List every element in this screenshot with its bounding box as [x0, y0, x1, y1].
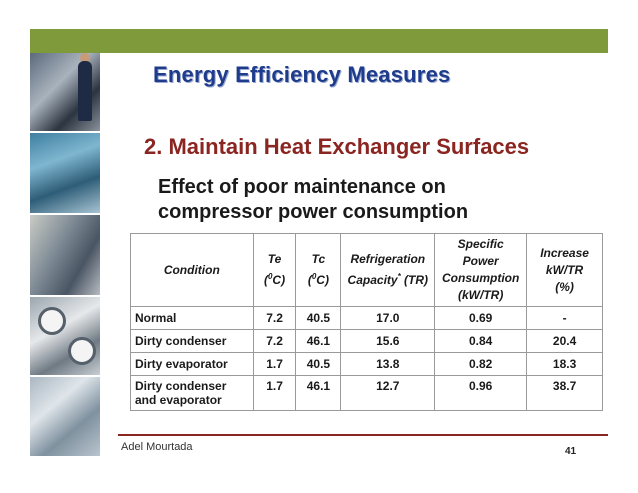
footer-author: Adel Mourtada — [121, 441, 193, 453]
gauge-icon — [68, 337, 96, 365]
heading-line: Effect of poor maintenance on — [158, 176, 446, 198]
cell-te: 7.2 — [252, 306, 297, 330]
cell-capacity: 12.7 — [340, 375, 436, 411]
person-figure-body — [78, 61, 92, 121]
cell-capacity: 17.0 — [340, 306, 436, 330]
top-accent-bar — [30, 29, 608, 53]
cell-tc: 46.1 — [295, 375, 342, 411]
photo-control-panel — [30, 215, 100, 297]
cell-condition: Dirty condenser — [130, 329, 254, 353]
header-te: Te (0C) — [252, 233, 297, 307]
header-refrigeration-capacity: Refrigeration Capacity* (TR) — [340, 233, 436, 307]
cell-capacity: 13.8 — [340, 352, 436, 376]
cell-tc: 40.5 — [295, 306, 342, 330]
header-condition: Condition — [130, 233, 254, 307]
page-number: 41 — [565, 446, 577, 457]
cell-increase: - — [526, 306, 603, 330]
cell-spc: 0.82 — [434, 352, 528, 376]
table-row: Dirty condenser 7.2 46.1 15.6 0.84 20.4 — [130, 329, 603, 353]
cell-te: 1.7 — [252, 375, 297, 411]
photo-compressors — [30, 133, 100, 215]
slide-title: Energy Efficiency Measures — [153, 62, 451, 87]
table-row: Dirty evaporator 1.7 40.5 13.8 0.82 18.3 — [130, 352, 603, 376]
section-heading: Effect of poor maintenance on compressor… — [158, 175, 538, 225]
cell-increase: 38.7 — [526, 375, 603, 411]
table-row: Dirty condenser and evaporator 1.7 46.1 … — [130, 375, 603, 411]
cell-condition: Normal — [130, 306, 254, 330]
footer-divider — [118, 434, 608, 436]
photo-strip — [30, 53, 100, 458]
cell-condition: Dirty condenser and evaporator — [130, 375, 254, 411]
gauge-icon — [38, 307, 66, 335]
cell-te: 7.2 — [252, 329, 297, 353]
cell-te: 1.7 — [252, 352, 297, 376]
cell-capacity: 15.6 — [340, 329, 436, 353]
heading-line: compressor power consumption — [158, 201, 469, 223]
cell-tc: 46.1 — [295, 329, 342, 353]
cell-spc: 0.69 — [434, 306, 528, 330]
person-figure — [80, 53, 90, 63]
cell-increase: 20.4 — [526, 329, 603, 353]
photo-gauges — [30, 297, 100, 377]
photo-plant-room — [30, 53, 100, 133]
header-tc: Tc (0C) — [295, 233, 342, 307]
cell-tc: 40.5 — [295, 352, 342, 376]
header-specific-power: Specific Power Consumption (kW/TR) — [434, 233, 528, 307]
table-header-row: Condition Te (0C) Tc (0C) Refrigeration … — [130, 233, 603, 307]
slide-subtitle: 2. Maintain Heat Exchanger Surfaces — [144, 134, 530, 159]
cell-spc: 0.96 — [434, 375, 528, 411]
maintenance-effect-table: Condition Te (0C) Tc (0C) Refrigeration … — [130, 233, 603, 411]
cell-condition: Dirty evaporator — [130, 352, 254, 376]
cell-spc: 0.84 — [434, 329, 528, 353]
photo-cooling-tower — [30, 377, 100, 458]
cell-increase: 18.3 — [526, 352, 603, 376]
header-increase: Increase kW/TR (%) — [526, 233, 603, 307]
table-row: Normal 7.2 40.5 17.0 0.69 - — [130, 306, 603, 330]
